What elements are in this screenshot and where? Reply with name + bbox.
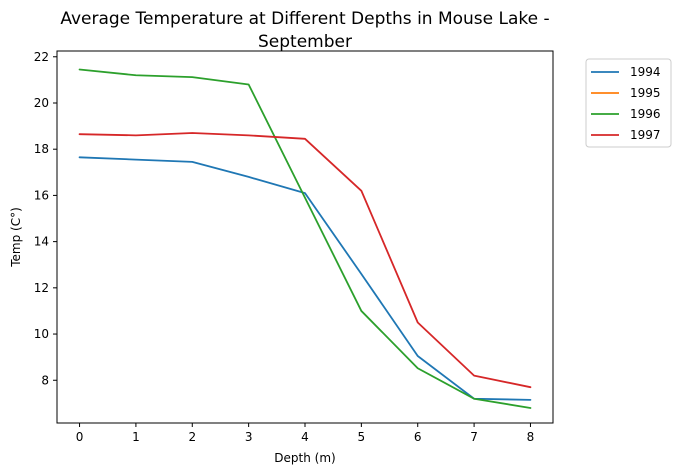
chart-title-line1: Average Temperature at Different Depths … [60, 9, 549, 29]
legend-label-1995: 1995 [630, 86, 661, 100]
legend-label-1997: 1997 [630, 128, 661, 142]
x-tick-label: 4 [301, 430, 309, 444]
x-axis: 0 1 2 3 4 5 6 7 8 [76, 423, 535, 444]
plot-area [78, 68, 532, 409]
x-tick-label: 3 [245, 430, 253, 444]
x-tick-label: 5 [358, 430, 366, 444]
plot-frame [56, 50, 554, 424]
x-axis-label: Depth (m) [274, 451, 335, 465]
legend-frame [585, 58, 672, 148]
y-axis: 8 10 12 14 16 18 20 22 [34, 50, 57, 387]
legend-label-1996: 1996 [630, 107, 661, 121]
y-axis-label: Temp (C°) [9, 207, 23, 268]
y-tick-label: 22 [34, 50, 49, 64]
x-tick-label: 7 [470, 430, 478, 444]
x-tick-label: 8 [527, 430, 535, 444]
y-tick-label: 10 [34, 327, 49, 341]
y-tick-label: 16 [34, 188, 49, 202]
series-line-1996 [78, 68, 532, 409]
y-tick-label: 12 [34, 281, 49, 295]
x-tick-label: 0 [76, 430, 84, 444]
x-tick-label: 2 [188, 430, 196, 444]
x-tick-label: 6 [414, 430, 422, 444]
series-line-1997 [78, 132, 532, 389]
series-line-1994 [78, 156, 532, 401]
legend: 1994 1995 1996 1997 [585, 58, 672, 148]
y-tick-label: 18 [34, 142, 49, 156]
chart-title-line2: September [258, 32, 352, 52]
y-tick-label: 20 [34, 96, 49, 110]
y-tick-label: 14 [34, 235, 49, 249]
x-tick-label: 1 [132, 430, 140, 444]
y-tick-label: 8 [41, 373, 49, 387]
legend-label-1994: 1994 [630, 65, 661, 79]
